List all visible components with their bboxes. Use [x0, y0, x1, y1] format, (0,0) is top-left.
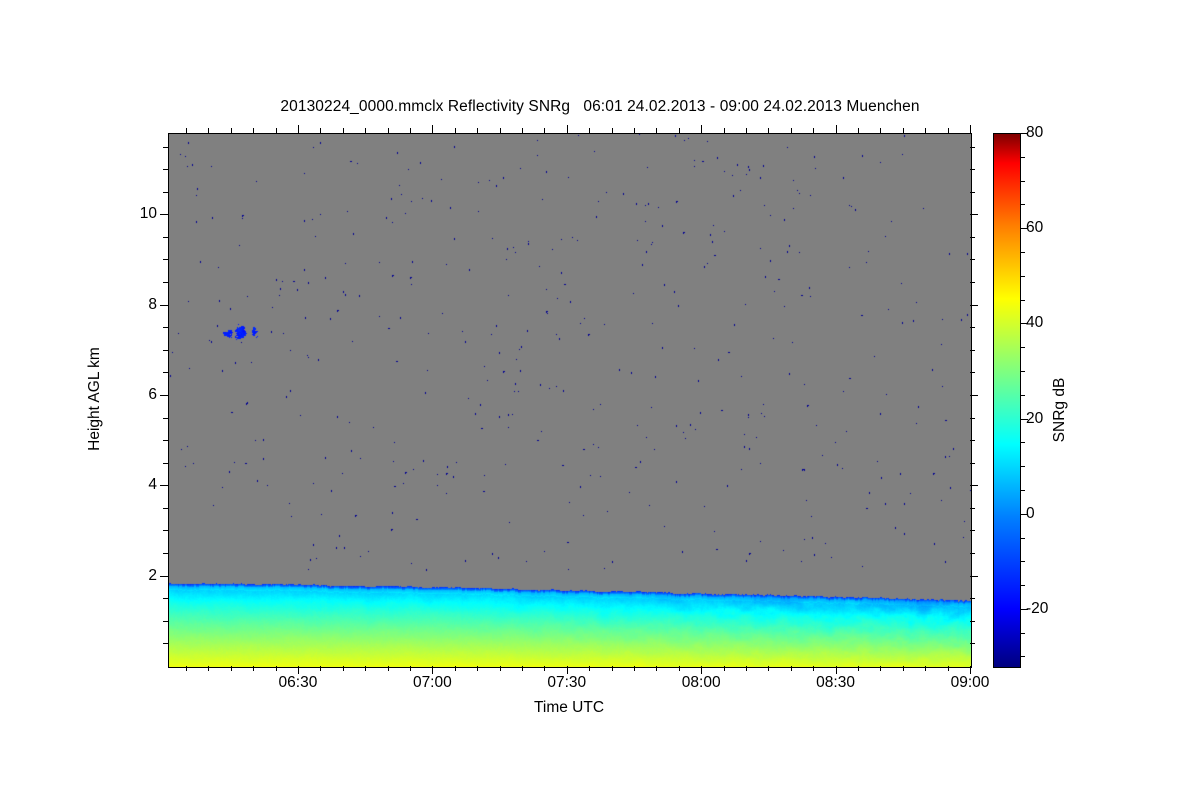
colorbar-tick-label: 0	[1026, 504, 1035, 522]
colorbar-tick	[1021, 442, 1025, 444]
colorbar-tick	[1021, 180, 1025, 182]
y-tick-label: 8	[148, 295, 157, 313]
x-tick-top	[566, 125, 568, 133]
colorbar	[993, 133, 1021, 668]
x-tick-top	[970, 125, 971, 133]
y-tick-label: 2	[148, 566, 157, 584]
x-axis-tick-labels: 06:30 07:00 07:30 08:00 08:30 09:00	[168, 674, 990, 696]
colorbar-tick	[1021, 370, 1025, 372]
x-tick-label: 08:00	[681, 674, 721, 691]
plot-area	[168, 133, 972, 668]
x-tick-label: 07:30	[547, 674, 587, 691]
colorbar-tick	[1021, 537, 1025, 539]
y-tick	[160, 485, 168, 487]
colorbar-tick	[1021, 251, 1025, 253]
x-tick-top	[297, 125, 299, 133]
y-tick	[160, 304, 168, 306]
x-tick-label: 09:00	[950, 674, 990, 691]
y-axis-tick-labels: 10 8 6 4 2	[100, 133, 157, 666]
colorbar-tick	[1021, 347, 1025, 349]
colorbar-tick-label: -20	[1026, 599, 1049, 617]
x-tick-top	[835, 125, 837, 133]
y-axis-title: Height AGL km	[86, 347, 103, 451]
y-tick	[160, 575, 168, 577]
colorbar-title: SNRg dB	[1051, 377, 1068, 443]
colorbar-tick	[1021, 299, 1025, 301]
y-tick-label: 6	[148, 385, 157, 403]
x-tick-top	[701, 125, 703, 133]
y-tick	[160, 214, 168, 216]
colorbar-tick	[1021, 275, 1025, 277]
colorbar-tick-labels: 80 60 40 20 0 -20	[1026, 124, 1066, 666]
reflectivity-heatmap	[169, 134, 971, 667]
colorbar-tick	[1021, 585, 1025, 587]
y-tick-label: 4	[148, 476, 157, 494]
page-title: 20130224_0000.mmclx Reflectivity SNRg 06…	[280, 98, 920, 115]
colorbar-tick-label: 60	[1026, 219, 1044, 237]
colorbar-tick	[1021, 156, 1025, 158]
colorbar-tick-label: 80	[1026, 124, 1044, 141]
colorbar-tick	[1021, 656, 1025, 658]
colorbar-tick-label: 40	[1026, 314, 1044, 332]
x-tick-label: 07:00	[412, 674, 452, 691]
colorbar-tick	[1021, 466, 1025, 468]
y-tick	[160, 394, 168, 396]
colorbar-tick	[1021, 204, 1025, 206]
x-tick-label: 06:30	[278, 674, 318, 691]
y-tick-label: 10	[139, 205, 157, 223]
colorbar-tick	[1021, 561, 1025, 563]
x-tick-top	[432, 125, 434, 133]
x-tick-label: 08:30	[816, 674, 855, 691]
colorbar-tick	[1021, 632, 1025, 634]
x-axis-title: Time UTC	[533, 699, 605, 716]
colorbar-tick	[1021, 489, 1025, 491]
colorbar-tick	[1021, 394, 1025, 396]
colorbar-tick-label: 20	[1026, 409, 1044, 427]
